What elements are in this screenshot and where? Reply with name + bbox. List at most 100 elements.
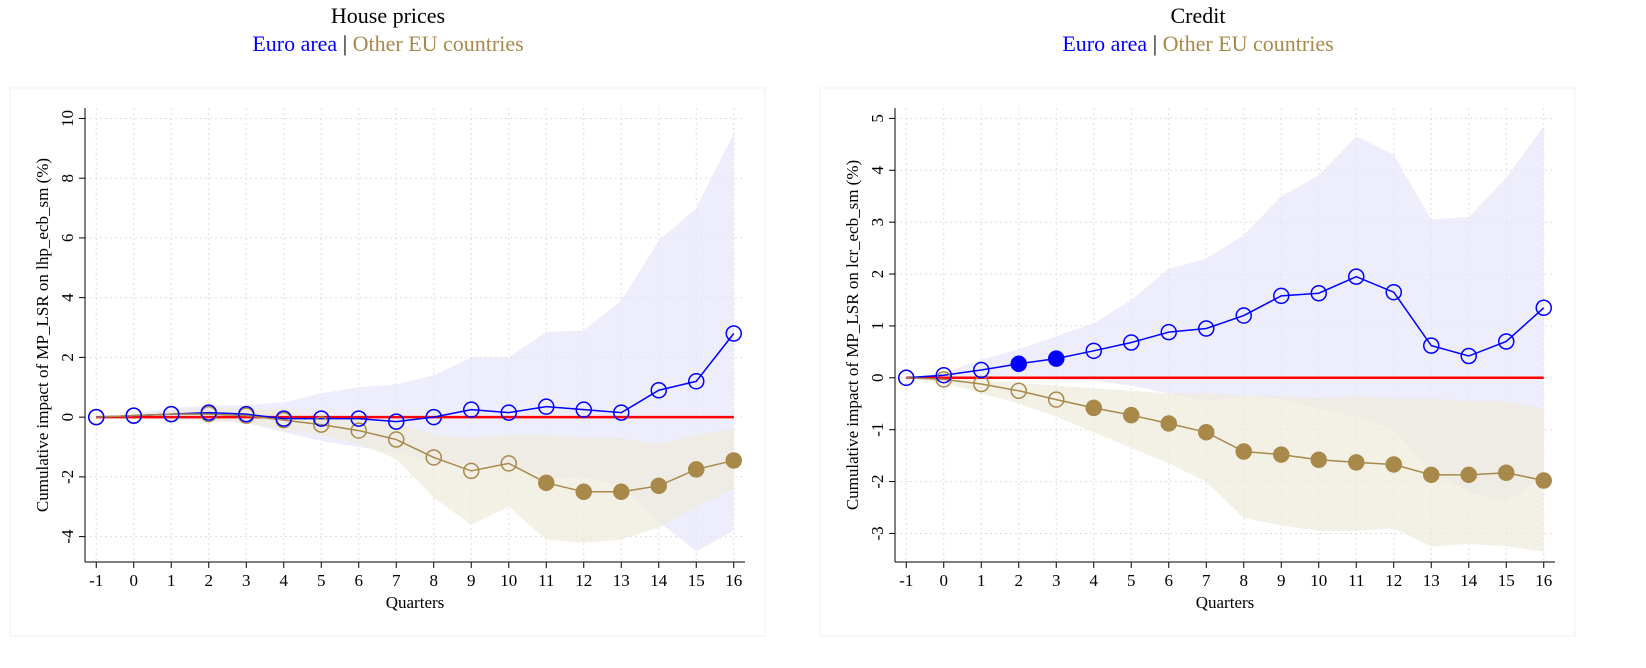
x-tick-label: 12 <box>575 571 592 590</box>
data-point <box>1310 451 1327 469</box>
x-tick-label: 14 <box>650 571 668 590</box>
y-tick-label: 4 <box>868 166 887 175</box>
data-point <box>350 422 367 439</box>
x-tick-label: 1 <box>977 571 986 590</box>
y-tick-label: -3 <box>868 526 887 540</box>
legend: Euro area | Other EU countries <box>252 31 523 56</box>
x-tick-label: 14 <box>1460 571 1478 590</box>
x-tick-label: 0 <box>130 571 139 590</box>
y-tick-label: 5 <box>868 114 887 123</box>
data-point <box>1310 284 1327 302</box>
data-point <box>1498 464 1515 482</box>
data-point <box>463 462 480 480</box>
x-tick-label: 16 <box>1535 571 1552 590</box>
panel: Credit Euro area | Other EU countries -3 -2… <box>819 3 1576 637</box>
data-point <box>1460 347 1477 365</box>
data-point <box>538 398 555 415</box>
data-point <box>1160 323 1177 341</box>
data-point <box>1123 406 1140 424</box>
x-tick-label: 11 <box>538 571 554 590</box>
data-point <box>613 404 630 421</box>
data-point <box>538 474 555 492</box>
y-tick-label: -1 <box>868 423 887 437</box>
data-point <box>1198 320 1215 337</box>
x-tick-label: 9 <box>1277 571 1286 590</box>
legend-entry: Other EU countries <box>1163 31 1334 56</box>
x-axis-label: Quarters <box>386 593 445 612</box>
data-point <box>350 410 367 427</box>
data-point <box>575 401 592 418</box>
x-tick-label: 2 <box>205 571 214 590</box>
data-point <box>313 416 330 433</box>
data-point <box>688 461 705 478</box>
legend-separator: | <box>343 31 347 56</box>
data-point <box>425 408 442 426</box>
confidence-band <box>96 408 734 543</box>
data-point <box>725 452 742 469</box>
x-tick-label: 5 <box>317 571 326 590</box>
legend-entry: Euro area <box>1062 31 1147 56</box>
x-tick-label: 9 <box>467 571 476 590</box>
y-tick-label: 10 <box>58 110 77 127</box>
x-tick-label: 8 <box>430 571 439 590</box>
data-point <box>1535 472 1552 489</box>
data-point <box>163 405 180 423</box>
x-tick-label: 3 <box>242 571 251 590</box>
y-tick-label: 3 <box>868 218 887 227</box>
data-point <box>1235 307 1252 324</box>
data-point <box>898 369 915 387</box>
legend-separator: | <box>1153 31 1157 56</box>
x-tick-label: -1 <box>89 571 103 590</box>
x-tick-label: 6 <box>355 571 364 590</box>
data-point <box>238 405 255 423</box>
x-tick-label: 10 <box>500 571 517 590</box>
data-point <box>388 431 405 448</box>
data-point <box>1460 466 1477 484</box>
x-tick-label: 16 <box>725 571 742 590</box>
y-tick-label: 4 <box>58 293 77 302</box>
x-tick-label: 5 <box>1127 571 1136 590</box>
x-tick-label: 2 <box>1015 571 1024 590</box>
data-point <box>1010 382 1027 400</box>
data-point <box>613 483 630 501</box>
data-point <box>1385 283 1402 301</box>
data-point <box>935 366 952 384</box>
data-point <box>973 375 990 393</box>
y-tick-label: -2 <box>868 474 887 488</box>
chart-title: House prices <box>331 3 445 28</box>
data-point <box>688 373 705 390</box>
data-point <box>500 404 517 421</box>
x-tick-label: 1 <box>167 571 176 590</box>
y-tick-label: 1 <box>868 322 887 331</box>
legend: Euro area | Other EU countries <box>1062 31 1333 56</box>
x-tick-label: 12 <box>1385 571 1402 590</box>
data-point <box>1348 454 1365 471</box>
data-point <box>1123 334 1140 351</box>
data-point <box>200 404 217 421</box>
data-point <box>425 449 442 466</box>
y-tick-label: 6 <box>58 234 77 243</box>
data-point <box>650 477 667 495</box>
data-point <box>1160 415 1177 432</box>
data-point <box>275 410 292 427</box>
data-point <box>463 401 480 418</box>
y-tick-label: 2 <box>58 353 77 362</box>
data-point <box>1010 355 1027 373</box>
x-tick-label: 13 <box>613 571 630 590</box>
data-point <box>1535 299 1552 317</box>
legend-entry: Euro area <box>252 31 337 56</box>
data-point <box>1273 446 1290 463</box>
x-tick-label: 6 <box>1165 571 1174 590</box>
data-point <box>388 413 405 430</box>
x-tick-label: 3 <box>1052 571 1061 590</box>
data-point <box>935 371 952 388</box>
y-axis-label: Cumulative impact of MP_LSR on lcr_ecb_s… <box>843 160 862 510</box>
data-point <box>1273 287 1290 305</box>
y-tick-label: -4 <box>58 529 77 544</box>
x-tick-label: 4 <box>1090 571 1099 590</box>
data-point <box>1235 443 1252 460</box>
data-point <box>125 407 142 424</box>
data-point <box>1498 333 1515 350</box>
y-tick-label: -2 <box>58 470 77 484</box>
